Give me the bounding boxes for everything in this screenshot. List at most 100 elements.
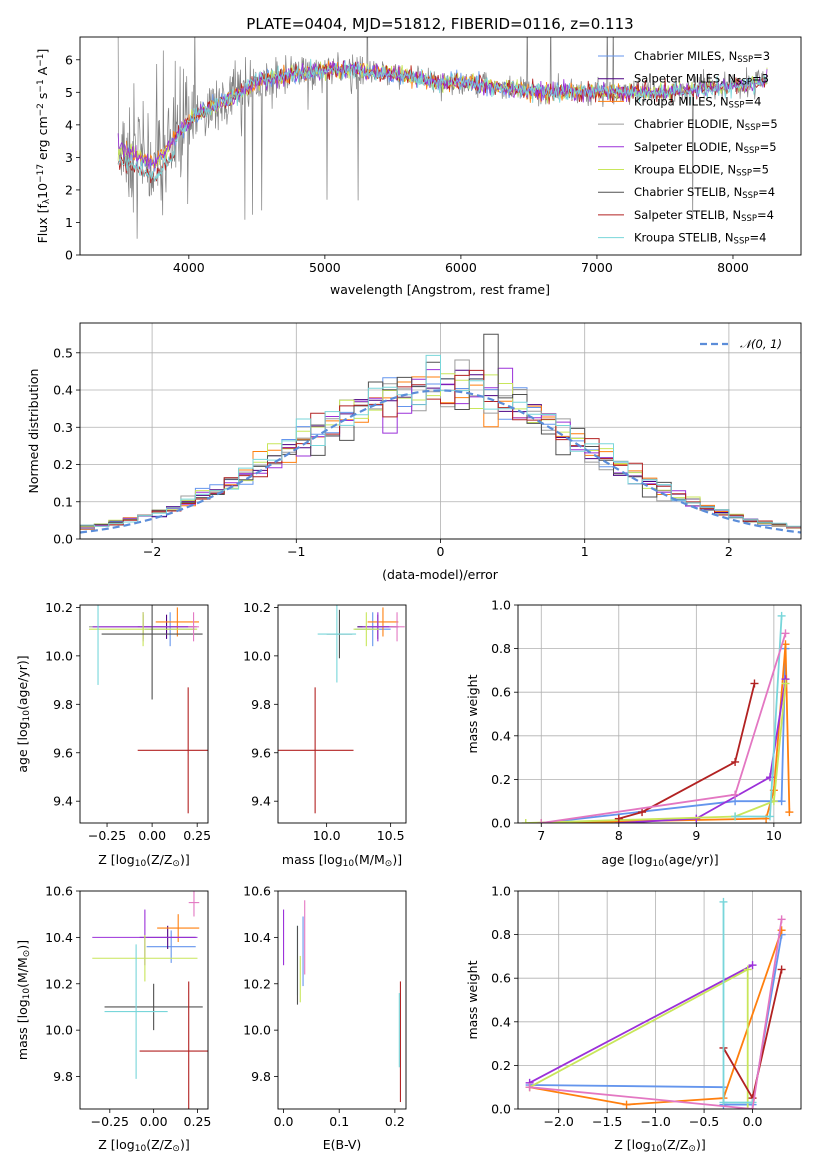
- x-tick-label: −0.25: [91, 1114, 129, 1129]
- x-tick-label: −2: [143, 544, 161, 559]
- mass-vs-extinction-panel: 0.0 0.1 0.2 9.8 10.0 10.2 10.4 10.6 E(B-V): [243, 884, 407, 1152]
- legend-value: =4: [757, 208, 774, 222]
- label-part: Z [log: [614, 1137, 650, 1152]
- x-axis-label: Z [log10(Z/Z⊙)]: [614, 1137, 705, 1154]
- legend-value: =5: [752, 163, 769, 177]
- label-part: age [log: [15, 721, 30, 772]
- label-part: )]: [696, 1137, 706, 1152]
- y-tick-label: 10.0: [45, 648, 73, 663]
- y-tick-label: 10.4: [45, 930, 73, 945]
- series-line: [618, 683, 756, 820]
- legend-label: Kroupa ELODIE, NSSP=5: [634, 163, 769, 179]
- y-tick-label: 10.2: [45, 600, 73, 615]
- legend-label: 𝒩(0, 1): [740, 337, 782, 351]
- x-tick-label: 10: [766, 828, 782, 843]
- histogram-step-line: [80, 369, 801, 528]
- x-tick-label: −2.0: [544, 1114, 574, 1129]
- label-part: −1: [36, 79, 46, 92]
- y-tick-label: 9.8: [53, 1069, 73, 1084]
- y-tick-label: 2: [65, 182, 73, 197]
- y-axis-label: mass weight: [465, 674, 480, 753]
- y-tick-label: 10.0: [243, 1023, 271, 1038]
- y-axis-label: mass weight: [465, 960, 480, 1039]
- label-part: −2: [36, 103, 46, 116]
- x-axis-label: Z [log10(Z/Z⊙)]: [98, 1137, 189, 1154]
- residual-histogram-panel: −2 −1 0 1 2 0.0 0.1 0.2 0.3 0.4 0.5 𝒩(0, 1) (data-mo…: [26, 322, 802, 582]
- y-tick-label: 1.0: [491, 884, 511, 899]
- x-tick-label: 7: [537, 828, 545, 843]
- x-tick-label: 0.25: [184, 1114, 212, 1129]
- y-axis-label: age [log10(age/yr)]: [15, 655, 32, 772]
- x-tick-label: 4000: [173, 260, 205, 275]
- y-tick-label: 4: [65, 117, 73, 132]
- histogram-step-line: [80, 354, 801, 527]
- legend-value: =4: [749, 231, 766, 245]
- y-tick-label: 0: [65, 248, 73, 263]
- y-tick-label: 10.2: [243, 600, 271, 615]
- x-axis-label: Z [log10(Z/Z⊙)]: [98, 852, 189, 869]
- x-axis-label: wavelength [Angstrom, rest frame]: [330, 282, 550, 297]
- y-tick-label: 9.8: [251, 697, 271, 712]
- axes-frame: [79, 36, 802, 256]
- label-part: 10: [653, 859, 665, 869]
- y-tick-label: 10.6: [243, 884, 271, 899]
- legend-label: Kroupa STELIB, NSSP=4: [634, 231, 766, 247]
- series-line: [541, 644, 791, 823]
- label-part: )]: [15, 940, 30, 950]
- y-tick-label: 0.0: [491, 816, 511, 831]
- x-tick-label: −1.5: [592, 1114, 622, 1129]
- legend-value: =3: [752, 72, 769, 86]
- x-tick-label: 0: [437, 544, 445, 559]
- y-tick-label: 0.8: [491, 927, 511, 942]
- legend-value: =5: [760, 140, 777, 154]
- x-tick-label: −1: [287, 544, 305, 559]
- age-vs-metallicity-panel: −0.25 0.00 0.259.49.69.810.010.2Z [log10(Z…: [15, 600, 211, 869]
- y-tick-label: 0.2: [53, 457, 73, 472]
- legend-label: Chabrier STELIB, NSSP=4: [634, 185, 775, 201]
- series-line: [618, 678, 787, 823]
- y-tick-label: 0.2: [491, 1058, 511, 1073]
- x-tick-label: 8000: [717, 260, 749, 275]
- label-part: wavelength [Angstrom, rest frame]: [330, 282, 550, 297]
- y-axis-label: Flux [fλ10−17 erg cm−2 s−1 A−1]: [35, 49, 52, 244]
- axes-frame: [79, 890, 209, 1110]
- x-tick-label: 0.00: [138, 828, 166, 843]
- y-tick-label: 10.4: [243, 930, 271, 945]
- axes-frame: [277, 890, 407, 1110]
- x-tick-label: 9: [692, 828, 700, 843]
- label-part: 10: [135, 859, 147, 869]
- y-tick-label: 0.6: [491, 971, 511, 986]
- legend-subscript: SSP: [741, 214, 757, 224]
- axes-frame: [277, 604, 407, 824]
- label-part: 10: [135, 1144, 147, 1154]
- label-part: age [log: [601, 852, 652, 867]
- label-part: ]: [35, 49, 50, 54]
- y-tick-label: 0.4: [491, 728, 511, 743]
- legend-label: Salpeter ELODIE, NSSP=5: [634, 140, 777, 156]
- x-tick-label: 0.25: [183, 828, 211, 843]
- x-axis-label: age [log10(age/yr)]: [601, 852, 718, 869]
- y-tick-label: 9.6: [53, 745, 73, 760]
- label-part: 10: [35, 183, 50, 199]
- label-part: (age/yr)]: [15, 655, 30, 710]
- x-tick-label: 0.0: [274, 1114, 294, 1129]
- legend-label: Chabrier ELODIE, NSSP=5: [634, 117, 778, 133]
- plot-area: [80, 333, 801, 534]
- figure-title: PLATE=0404, MJD=51812, FIBERID=0116, z=0…: [246, 15, 633, 33]
- x-tick-label: 1: [581, 544, 589, 559]
- y-tick-label: 10.2: [45, 976, 73, 991]
- y-tick-label: 6: [65, 52, 73, 67]
- y-tick-label: 0.2: [491, 772, 511, 787]
- y-tick-label: 9.4: [53, 794, 73, 809]
- y-axis-label: mass [log10(M/M⊙)]: [15, 940, 32, 1060]
- y-axis-label: Normed distribution: [26, 369, 41, 494]
- label-part: (Z/Z: [146, 852, 172, 867]
- legend-label: Chabrier MILES, NSSP=3: [634, 49, 770, 65]
- label-part: Z [log: [98, 852, 134, 867]
- label-part: 10: [22, 988, 32, 1000]
- x-tick-label: 8: [615, 828, 623, 843]
- label-part: ⊙: [688, 1144, 696, 1154]
- label-part: Z [log: [98, 1137, 134, 1152]
- axes-frame: [79, 604, 209, 824]
